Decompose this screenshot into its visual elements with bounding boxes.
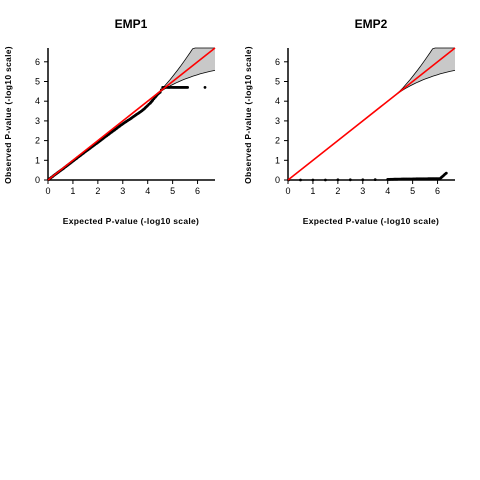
identity-line (47, 47, 216, 181)
y-tick-label: 6 (275, 57, 280, 67)
data-point (299, 178, 302, 182)
y-axis-label: Observed P-value (-log10 scale) (3, 46, 13, 184)
data-point (373, 178, 377, 182)
x-tick-label: 5 (410, 186, 415, 196)
x-tick-label: 1 (70, 186, 75, 196)
x-tick-label: 6 (435, 186, 440, 196)
data-point (444, 171, 448, 175)
chart-title: EMP1 (115, 17, 148, 31)
data-points (47, 86, 207, 182)
y-axis-label: Observed P-value (-log10 scale) (243, 46, 253, 184)
x-tick-label: 0 (45, 186, 50, 196)
x-tick-label: 4 (145, 186, 150, 196)
y-tick-label: 5 (275, 76, 280, 86)
y-tick-label: 1 (275, 155, 280, 165)
qq-panel-emp2: EMP2 Observed P-value (-log10 scale) Exp… (243, 17, 456, 226)
y-tick-label: 3 (35, 116, 40, 126)
y-tick-label: 4 (35, 96, 40, 106)
x-tick-label: 6 (195, 186, 200, 196)
qq-panel-emp1: EMP1 Observed P-value (-log10 scale) Exp… (3, 17, 216, 226)
data-point (361, 178, 365, 182)
lower-bound-line (47, 70, 216, 181)
y-tick-label: 6 (35, 57, 40, 67)
data-point (324, 178, 327, 182)
data-point (348, 178, 352, 182)
y-tick-label: 2 (35, 136, 40, 146)
lower-bound-line (287, 70, 456, 181)
x-tick-label: 5 (170, 186, 175, 196)
y-tick-label: 5 (35, 76, 40, 86)
x-tick-label: 0 (285, 186, 290, 196)
x-tick-label: 3 (360, 186, 365, 196)
chart-title: EMP2 (355, 17, 388, 31)
data-point (336, 178, 340, 182)
data-point (203, 86, 207, 89)
reference-line (47, 47, 216, 181)
x-tick-label: 1 (310, 186, 315, 196)
reference-line (287, 47, 456, 181)
y-tick-label: 0 (35, 175, 40, 185)
x-tick-label: 2 (95, 186, 100, 196)
y-tick-label: 0 (275, 175, 280, 185)
y-tick-label: 3 (275, 116, 280, 126)
x-tick-label: 3 (120, 186, 125, 196)
x-tick-label: 2 (335, 186, 340, 196)
axes: 0 1 2 3 4 5 6 0 1 2 3 4 5 6 (35, 48, 215, 196)
y-tick-label: 4 (275, 96, 280, 106)
data-point (311, 178, 315, 182)
x-axis-label: Expected P-value (-log10 scale) (63, 216, 199, 226)
identity-line (287, 47, 456, 181)
y-tick-label: 2 (275, 136, 280, 146)
y-tick-label: 1 (35, 155, 40, 165)
data-point (186, 86, 190, 89)
x-tick-label: 4 (385, 186, 390, 196)
x-axis-label: Expected P-value (-log10 scale) (303, 216, 439, 226)
